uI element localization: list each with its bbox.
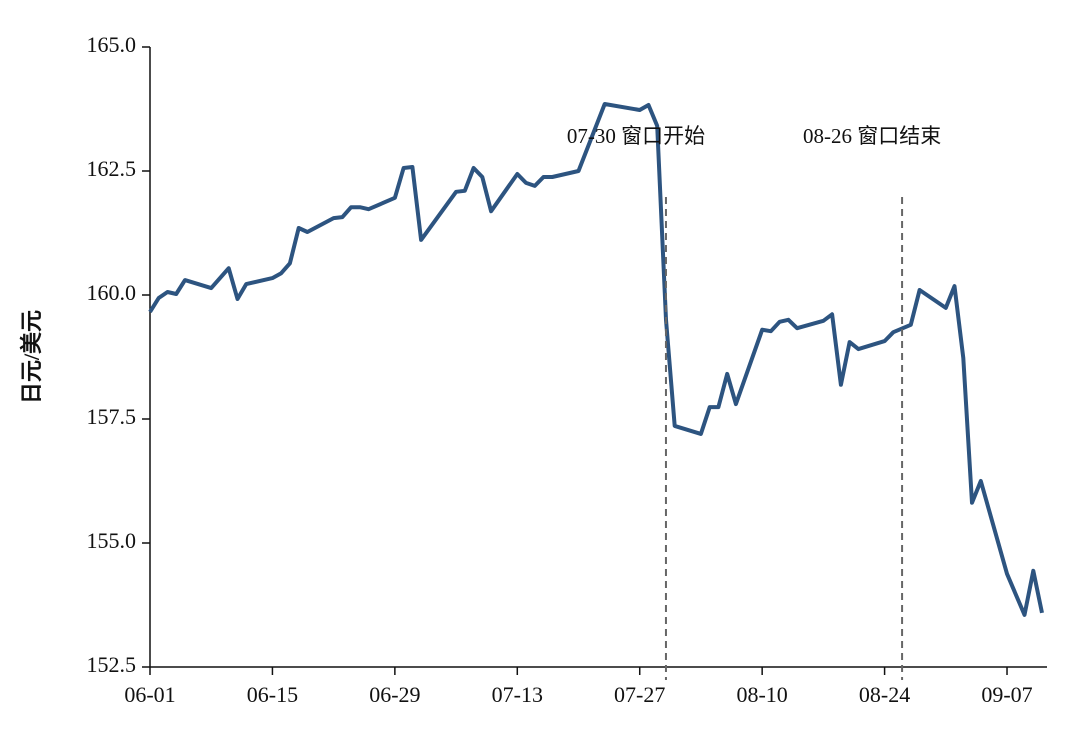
x-tick-label: 09-07	[981, 682, 1032, 707]
annotation-text: 07-30 窗口开始	[567, 124, 705, 148]
x-tick-label: 07-27	[614, 682, 665, 707]
x-tick-label: 06-01	[124, 682, 175, 707]
x-tick-label: 08-24	[859, 682, 910, 707]
x-tick-label: 06-15	[247, 682, 298, 707]
x-tick-label: 08-10	[736, 682, 787, 707]
line-series	[148, 102, 1044, 617]
y-axis-label: 日元/美元	[19, 310, 44, 404]
annotation-text: 08-26 窗口结束	[803, 124, 941, 148]
y-tick-label: 152.5	[87, 652, 137, 677]
y-tick-label: 162.5	[87, 156, 137, 181]
x-tick-label: 06-29	[369, 682, 420, 707]
y-tick-label: 157.5	[87, 404, 137, 429]
x-tick-label: 07-13	[492, 682, 543, 707]
y-tick-label: 155.0	[87, 528, 137, 553]
y-tick-label: 160.0	[87, 280, 137, 305]
y-tick-label: 165.0	[87, 32, 137, 57]
